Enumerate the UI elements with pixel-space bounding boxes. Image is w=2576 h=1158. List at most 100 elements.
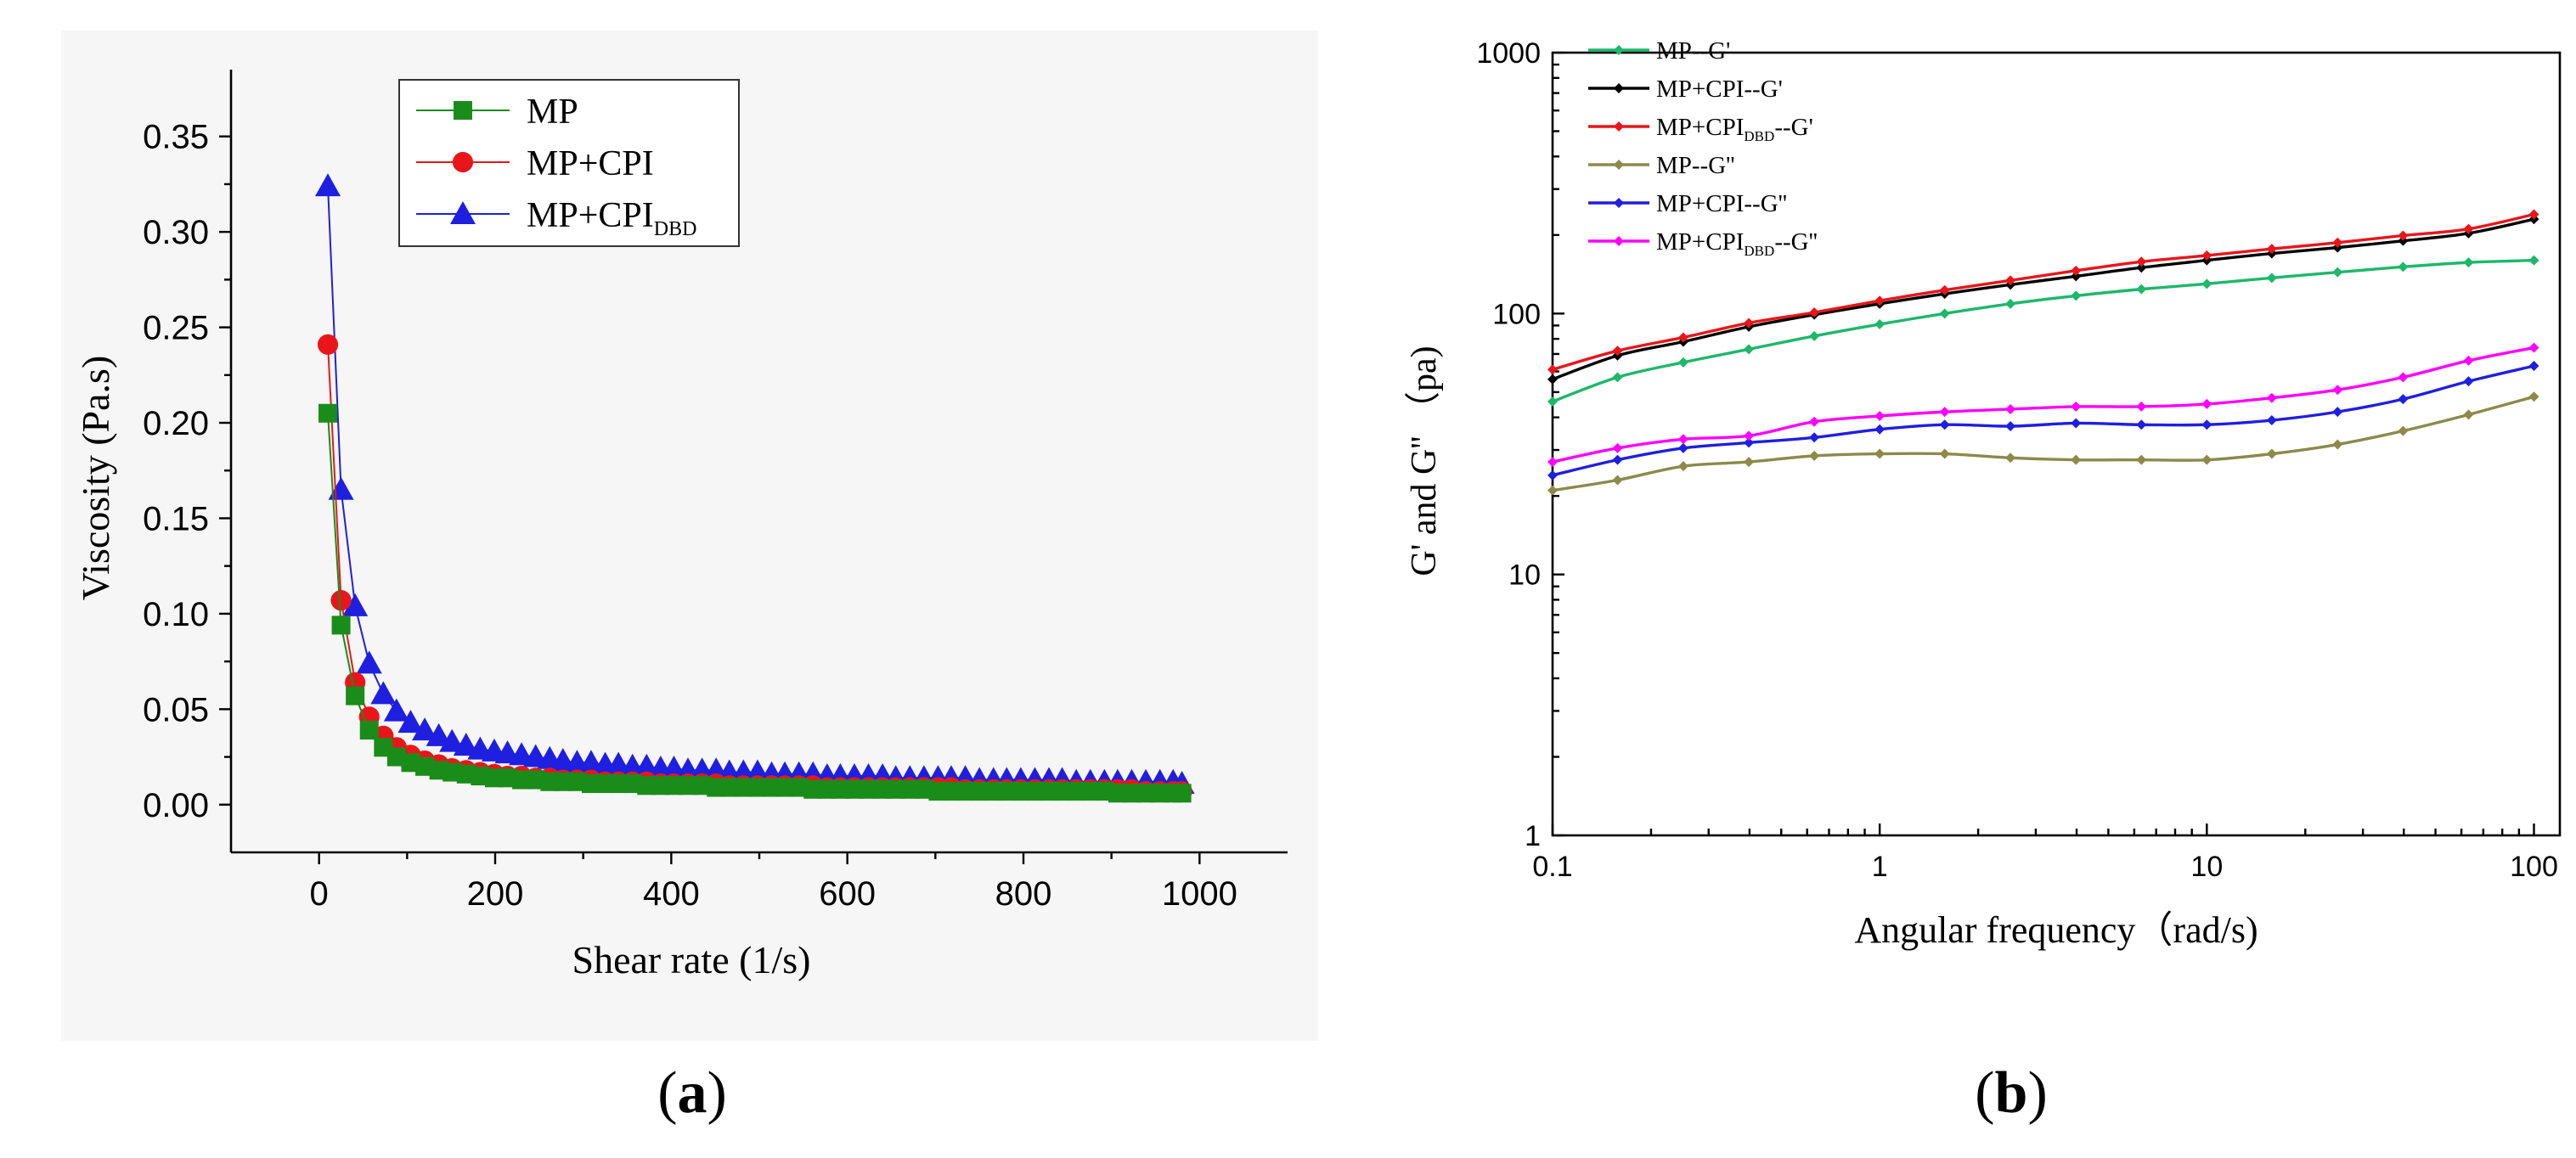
panel-b-data-point	[1612, 372, 1623, 383]
panel-b-data-point	[1939, 419, 1950, 430]
panel-b-data-point	[2071, 265, 2082, 276]
panel-a-label: (a)	[657, 1060, 727, 1126]
panel-a-data-point	[356, 650, 382, 674]
panel-b-data-point	[1547, 457, 1558, 468]
panel-a-data-point	[955, 782, 975, 801]
panel-a-data-point	[747, 778, 767, 797]
panel-b-x-axis-label: Angular frequency（rad/s)	[1854, 909, 2258, 951]
panel-b-data-point	[2528, 391, 2539, 402]
panel-b-data-point	[1612, 454, 1623, 465]
panel-b-legend-label: MP+CPI--G''	[1656, 190, 1787, 217]
panel-b-data-point	[2463, 376, 2474, 387]
panel-b-data-point	[1874, 448, 1885, 459]
panel-b-legend: MP--G' MP+CPI--G' MP+CPIDBD--G' MP--G'' MP+C…	[1588, 37, 1818, 259]
panel-b-data-point	[2005, 275, 2016, 286]
panel-b-data-point	[2201, 454, 2212, 465]
panel-a-data-point	[1172, 784, 1192, 803]
panel-a-data-point	[331, 616, 351, 635]
panel-b-data-point	[1547, 396, 1558, 407]
panel-b-data-point	[1547, 469, 1558, 481]
panel-a-data-point	[1122, 784, 1141, 803]
panel-a-y-tick-label: 0.25	[143, 310, 209, 347]
panel-a-x-tick-label: 800	[995, 875, 1052, 913]
panel-b-data-point	[1874, 410, 1885, 421]
panel-b-x-tick-label: 100	[2510, 851, 2558, 883]
panel-b-data-point	[1809, 432, 1820, 443]
panel-b-data-point	[2136, 256, 2147, 267]
panel-a-legend-label: MP+CPIDBD	[527, 196, 696, 240]
panel-b-legend-label: MP+CPIDBD--G''	[1656, 228, 1818, 259]
panel-b-data-point	[1809, 330, 1820, 341]
panel-b-data-point	[2005, 298, 2016, 309]
panel-b-data-point	[1677, 461, 1688, 472]
panel-b-data-point	[1612, 475, 1623, 486]
panel-a-data-point	[970, 782, 989, 801]
panel-b-data-point	[1612, 346, 1623, 357]
panel-a-data-point	[386, 747, 406, 767]
panel-b-legend-label: MP--G''	[1656, 152, 1735, 179]
panel-b-data-point	[2398, 261, 2409, 273]
panel-b-y-tick-label: 10	[1508, 559, 1541, 592]
panel-a-data-point	[397, 710, 424, 734]
panel-b-data-point	[2266, 448, 2277, 459]
panel-a-y-tick-label: 0.20	[143, 405, 209, 442]
panel-a-data-point	[1136, 784, 1156, 803]
panel-b-data-point	[2266, 273, 2277, 284]
panel-b-data-point	[2266, 415, 2277, 426]
panel-b-data-point	[1612, 442, 1623, 453]
panel-b-data-point	[1677, 332, 1688, 343]
panel-b-y-tick-label: 1	[1525, 820, 1541, 852]
panel-b-legend-marker	[1614, 160, 1624, 170]
panel-b-data-point	[2005, 403, 2016, 414]
panel-b-data-point	[1939, 407, 1950, 418]
panel-a-data-point	[401, 753, 420, 773]
panel-a-data-point	[844, 779, 864, 799]
panel-b-label: (b)	[1975, 1060, 2048, 1126]
panel-a-data-point	[803, 779, 823, 799]
panel-b-series-line	[1552, 364, 2534, 477]
panel-b-data-point	[1677, 357, 1688, 368]
panel-a-data-point	[553, 772, 572, 791]
panel-a-data-point	[330, 590, 352, 611]
panel-a-data-point	[456, 764, 476, 784]
panel-a-data-point	[609, 774, 628, 794]
panel-b-data-point	[1547, 364, 1558, 375]
panel-b-data-point	[2136, 284, 2147, 295]
panel-a-x-tick-label: 400	[643, 875, 700, 913]
panel-b-data-point	[2201, 398, 2212, 409]
panel-b-data-point	[1744, 457, 1755, 468]
panel-a-data-point	[471, 767, 490, 786]
panel-b-data-point	[2332, 439, 2343, 450]
panel-b-data-point	[1547, 485, 1558, 496]
panel-a-data-point	[859, 779, 878, 799]
panel-b-data-point	[2528, 342, 2539, 353]
panel-a-data-point	[526, 770, 545, 790]
panel-a-data-point	[383, 698, 409, 722]
panel-a-x-tick-label: 1000	[1162, 875, 1237, 913]
panel-b-data-point	[2528, 361, 2539, 372]
panel-b-data-point	[1744, 344, 1755, 355]
panel-b-data-point	[1809, 450, 1820, 461]
panel-a-data-point	[318, 403, 338, 423]
panel-b-data-point	[2528, 255, 2539, 266]
panel-a-data-point	[581, 774, 600, 794]
panel-b-legend-marker	[1614, 121, 1624, 132]
panel-b-data-point	[2463, 223, 2474, 234]
panel-a-data-point	[359, 721, 379, 740]
panel-a-data-point	[453, 733, 479, 756]
panel-a-legend-marker	[454, 101, 472, 120]
panel-a-data-point	[442, 762, 462, 782]
panel-b-x-tick-label: 0.1	[1532, 851, 1572, 883]
panel-b-data-point	[2332, 267, 2343, 278]
panel-b-y-tick-label: 100	[1492, 298, 1541, 330]
panel-a-x-tick-label: 200	[467, 875, 524, 913]
panel-b-legend-label: MP+CPI--G'	[1656, 76, 1783, 103]
panel-b-y-axis-label: G' and G'' （pa)	[1405, 346, 1444, 576]
panel-b-data-point	[2136, 401, 2147, 412]
panel-b-legend-marker	[1614, 236, 1624, 246]
panel-a-data-point	[415, 756, 435, 776]
panel-a-data-point	[734, 778, 753, 797]
panel-a-data-point	[328, 476, 354, 500]
panel-a-data-point	[900, 779, 920, 799]
